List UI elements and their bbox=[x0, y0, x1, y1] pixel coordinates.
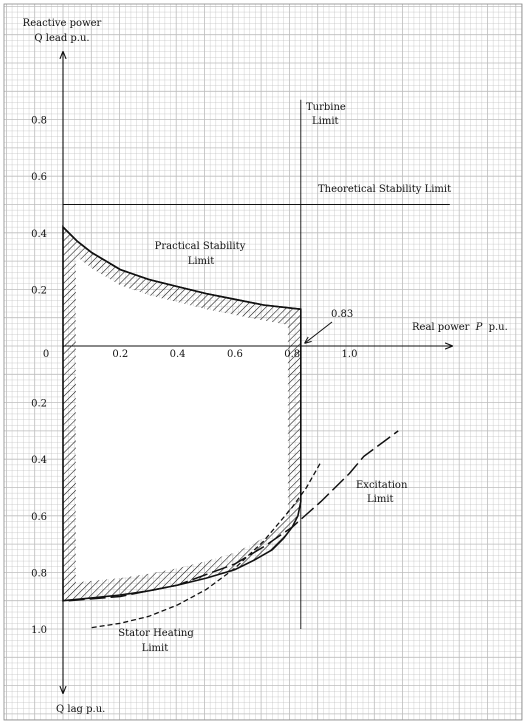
x-tick-label: 0.6 bbox=[227, 349, 243, 360]
callout-leader bbox=[305, 321, 333, 343]
x-tick-label: 0.8 bbox=[284, 349, 300, 360]
y-tick-label-lag: 0.2 bbox=[31, 399, 47, 410]
y-label-bottom: Q lag p.u. bbox=[56, 704, 105, 715]
theoretical-limit-label: Theoretical Stability Limit bbox=[318, 184, 451, 195]
x-tick-label: 1.0 bbox=[342, 349, 358, 360]
y-tick-label-lag: 0.8 bbox=[31, 568, 47, 579]
x-tick-label: 0.4 bbox=[170, 349, 186, 360]
callout-value-label: 0.83 bbox=[331, 309, 353, 320]
stator-heating-label-line2: Limit bbox=[142, 643, 169, 654]
y-tick-label-lead: 0.8 bbox=[31, 116, 47, 127]
series-line-practical bbox=[62, 226, 301, 310]
tick-labels: 0 0.2 0.4 0.6 0.8 1.0 0.2 0.4 0.6 0.8 0.2 0.4 0.6 0.8… bbox=[31, 116, 357, 636]
y-tick-label-lead: 0.4 bbox=[31, 229, 47, 240]
excitation-limit-label-line1: Excitation bbox=[356, 480, 408, 491]
y-label-top-line1: Reactive power bbox=[23, 18, 102, 29]
excitation-limit-label-line2: Limit bbox=[367, 494, 394, 505]
grid-border bbox=[3, 3, 523, 721]
y-tick-label-lead: 0.6 bbox=[31, 172, 47, 183]
practical-limit-label-line2: Limit bbox=[188, 256, 215, 267]
operating-region bbox=[62, 225, 302, 602]
series-line-excitation bbox=[68, 430, 399, 602]
region-interior bbox=[75, 256, 288, 584]
practical-limit-label-line1: Practical Stability bbox=[155, 241, 246, 252]
limit-curves bbox=[62, 99, 450, 629]
turbine-label-line1: Turbine bbox=[306, 102, 346, 113]
x-tick-label: 0.2 bbox=[112, 349, 128, 360]
y-label-top-line2: Q lead p.u. bbox=[34, 33, 89, 44]
x-tick-label: 0 bbox=[43, 349, 49, 360]
stator-heating-label-line1: Stator Heating bbox=[118, 628, 194, 639]
chart-labels: Reactive power Q lead p.u. Q lag p.u. Re… bbox=[23, 18, 508, 715]
turbine-label-line2: Limit bbox=[312, 116, 339, 127]
y-tick-label-lag: 0.6 bbox=[31, 512, 47, 523]
x-label-text: Real power bbox=[412, 322, 470, 333]
y-tick-label-lag: 0.4 bbox=[31, 455, 47, 466]
y-tick-label-lead: 0.2 bbox=[31, 285, 47, 296]
series-line-stator bbox=[91, 461, 322, 629]
x-axis-label: Real power P p.u. bbox=[412, 322, 508, 333]
x-label-symbol: P bbox=[475, 322, 483, 333]
x-label-unit: p.u. bbox=[489, 322, 508, 333]
axes bbox=[63, 52, 452, 693]
y-tick-label-lag: 1.0 bbox=[31, 625, 47, 636]
